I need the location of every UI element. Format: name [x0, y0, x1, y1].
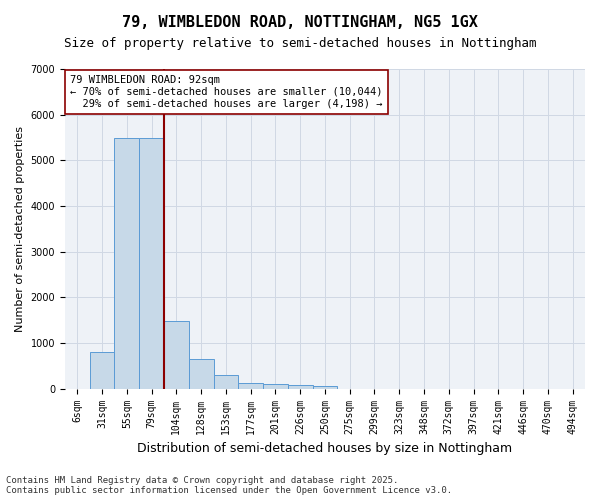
Text: Contains HM Land Registry data © Crown copyright and database right 2025.
Contai: Contains HM Land Registry data © Crown c… — [6, 476, 452, 495]
Bar — [313, 386, 337, 388]
Bar — [263, 384, 288, 388]
Text: 79 WIMBLEDON ROAD: 92sqm
← 70% of semi-detached houses are smaller (10,044)
  29: 79 WIMBLEDON ROAD: 92sqm ← 70% of semi-d… — [70, 76, 383, 108]
Text: Size of property relative to semi-detached houses in Nottingham: Size of property relative to semi-detach… — [64, 38, 536, 51]
Bar — [164, 321, 189, 388]
Bar — [89, 352, 115, 389]
Bar — [115, 138, 139, 388]
Bar — [189, 359, 214, 388]
Bar — [238, 383, 263, 388]
Bar — [214, 376, 238, 388]
X-axis label: Distribution of semi-detached houses by size in Nottingham: Distribution of semi-detached houses by … — [137, 442, 512, 455]
Text: 79, WIMBLEDON ROAD, NOTTINGHAM, NG5 1GX: 79, WIMBLEDON ROAD, NOTTINGHAM, NG5 1GX — [122, 15, 478, 30]
Bar — [139, 138, 164, 388]
Y-axis label: Number of semi-detached properties: Number of semi-detached properties — [15, 126, 25, 332]
Bar — [288, 386, 313, 388]
